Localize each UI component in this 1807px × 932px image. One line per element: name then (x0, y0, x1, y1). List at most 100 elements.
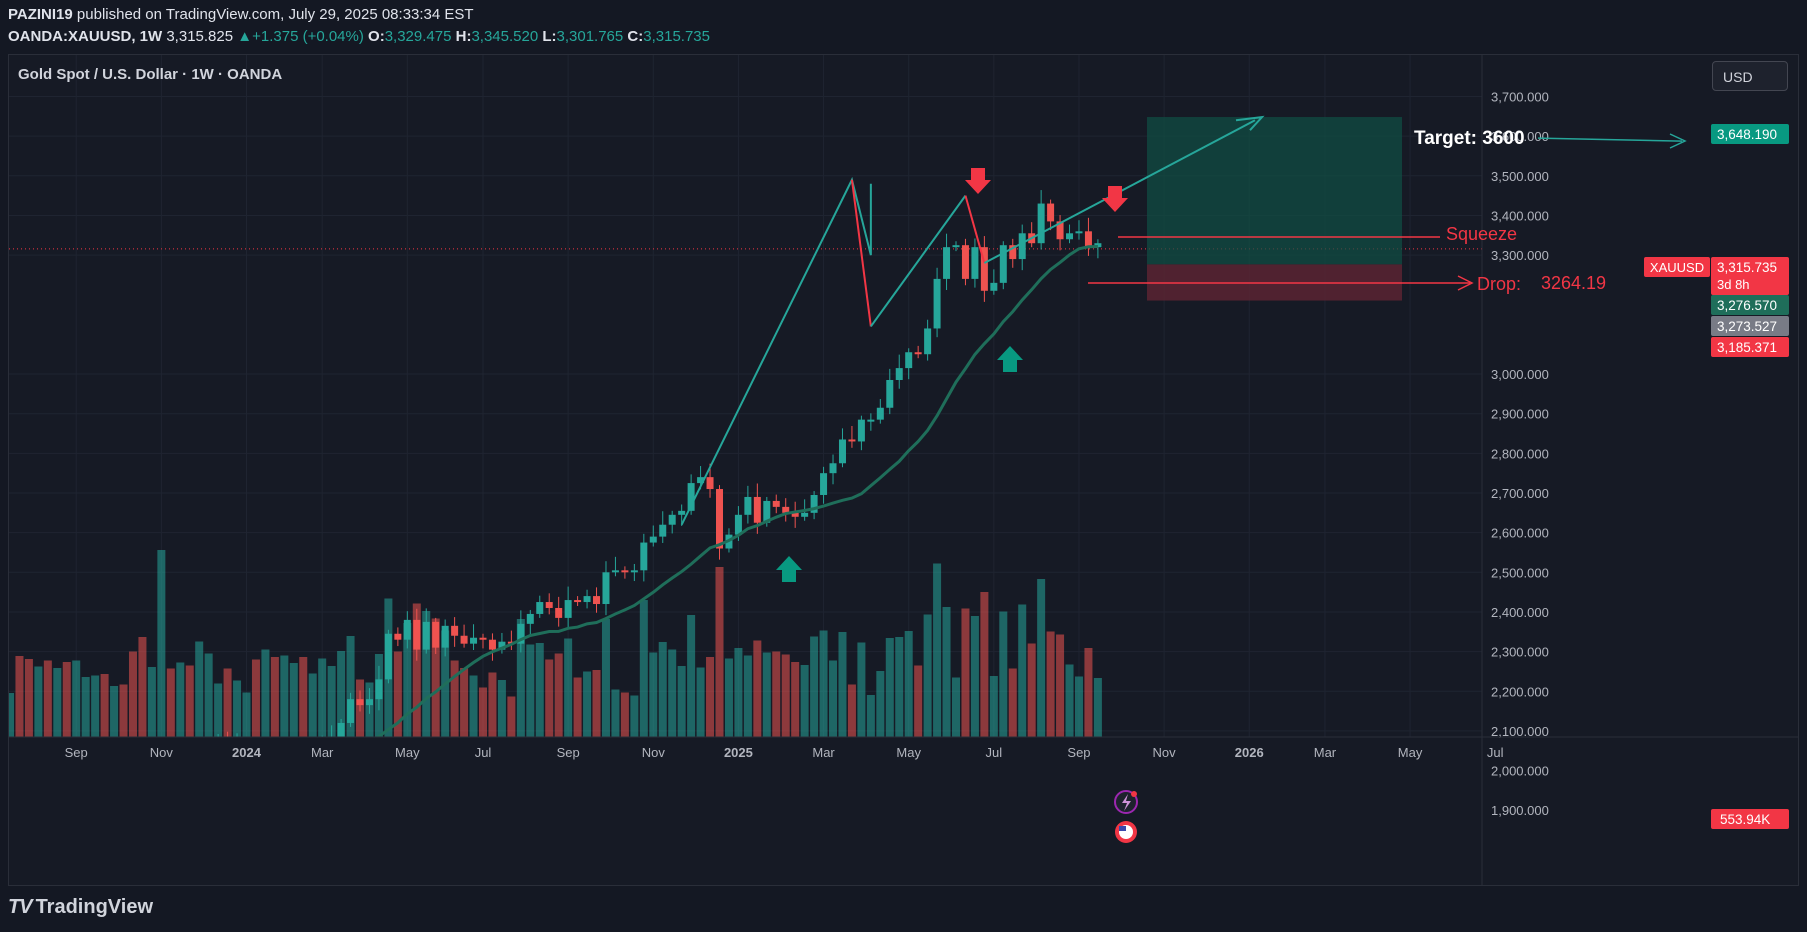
ohlc-line: OANDA:XAUUSD, 1W 3,315.825 ▲+1.375 (+0.0… (8, 28, 710, 45)
squeeze-label: Squeeze (1446, 224, 1517, 244)
chart-panel[interactable] (8, 54, 1799, 886)
volume-bar (895, 637, 904, 737)
volume-bar (961, 608, 970, 737)
volume-bar (327, 666, 336, 737)
candle-body (25, 800, 32, 804)
candle-body (706, 477, 714, 490)
volume-bar (81, 677, 90, 737)
volume-bar (1027, 643, 1036, 737)
volume-bar (545, 659, 554, 737)
candle-body (451, 625, 459, 636)
volume-bar (1093, 678, 1102, 737)
candle-body (35, 802, 42, 804)
candle-body (697, 477, 705, 484)
volume-bar (980, 592, 989, 737)
candle-body (971, 247, 979, 279)
candle-body (139, 824, 146, 836)
candle-body (924, 328, 932, 355)
volume-bar (554, 653, 563, 737)
tradingview-logo: TV TradingView (8, 896, 153, 919)
volume-bar (147, 667, 156, 737)
candle-body (1018, 233, 1026, 260)
candle-body (611, 570, 619, 573)
y-tick-label: 1,900.000 (1491, 803, 1549, 818)
symbol-tag: XAUUSD (1650, 260, 1704, 275)
candle-body (413, 619, 421, 650)
candle-body (602, 572, 610, 605)
candle-body (763, 500, 771, 523)
high-label: H: (455, 28, 472, 45)
volume-bar (857, 642, 866, 737)
event-dot-icon (1131, 791, 1137, 797)
volume-bar (516, 619, 525, 737)
candle-body (120, 796, 127, 802)
volume-bar (526, 644, 535, 737)
volume-bar (110, 686, 119, 737)
volume-bar (677, 666, 686, 737)
candle-body (1056, 221, 1064, 240)
x-tick-label: Nov (1153, 745, 1177, 760)
candle-body (782, 506, 790, 513)
y-tick-label: 2,900.000 (1491, 407, 1549, 422)
candle-body (82, 798, 89, 802)
volume-bar (933, 563, 942, 737)
volume-bar (497, 680, 506, 737)
volume-bar (696, 667, 705, 737)
candle-body (460, 635, 468, 644)
volume-bar (318, 658, 327, 737)
volume-bar (431, 618, 440, 737)
volume-label: 553.94K (1720, 812, 1770, 827)
candle-body (479, 637, 487, 640)
currency-button[interactable]: USD (1712, 61, 1788, 91)
plot-area (9, 55, 1482, 836)
candle-body (111, 796, 118, 800)
candle-body (867, 419, 875, 422)
candle-body (158, 775, 165, 836)
volume-bar (100, 674, 109, 737)
candle-body (498, 641, 506, 650)
candle-body (196, 759, 203, 777)
candle-body (422, 621, 430, 650)
volume-bar (43, 660, 52, 737)
candle-body (1009, 245, 1017, 260)
price-label-bg (1711, 124, 1789, 144)
price-label: 3,276.570 (1717, 298, 1777, 313)
candle-body (432, 621, 440, 648)
volume-bar (838, 632, 847, 737)
price-label-bg (1711, 337, 1789, 357)
candle-body (905, 352, 913, 369)
arrowhead-icon (1235, 115, 1265, 131)
volume-bar (1056, 634, 1065, 737)
volume-bar (469, 675, 478, 737)
x-tick-label: Nov (642, 745, 666, 760)
volume-bar (753, 640, 762, 737)
up-arrow-icon: ▲ (237, 28, 253, 45)
candle-body (574, 600, 582, 603)
y-tick-label: 2,200.000 (1491, 684, 1549, 699)
volume-bar (261, 649, 270, 737)
x-tick-label: 2024 (232, 745, 262, 760)
x-tick-label: May (896, 745, 921, 760)
candle-body (54, 804, 61, 808)
candle-body (583, 596, 591, 603)
candle-body (224, 743, 231, 753)
volume-bar (734, 648, 743, 737)
volume-bar (308, 673, 317, 737)
volume-bar (299, 657, 308, 737)
down-arrow-icon (965, 168, 991, 194)
y-tick-label: 2,700.000 (1491, 486, 1549, 501)
candle-body (1084, 231, 1092, 248)
candle-body (347, 699, 355, 723)
candle-body (990, 282, 998, 291)
volume-bar (1084, 648, 1093, 737)
price-label-bg (1711, 257, 1789, 295)
candle-body (73, 802, 80, 812)
volume-bar (24, 659, 33, 737)
candle-body (914, 352, 922, 355)
x-tick-label: Sep (65, 745, 88, 760)
y-tick-label: 2,000.000 (1491, 764, 1549, 779)
volume-bar (592, 670, 601, 737)
candle-body (744, 496, 752, 515)
volume-bar (479, 687, 487, 737)
